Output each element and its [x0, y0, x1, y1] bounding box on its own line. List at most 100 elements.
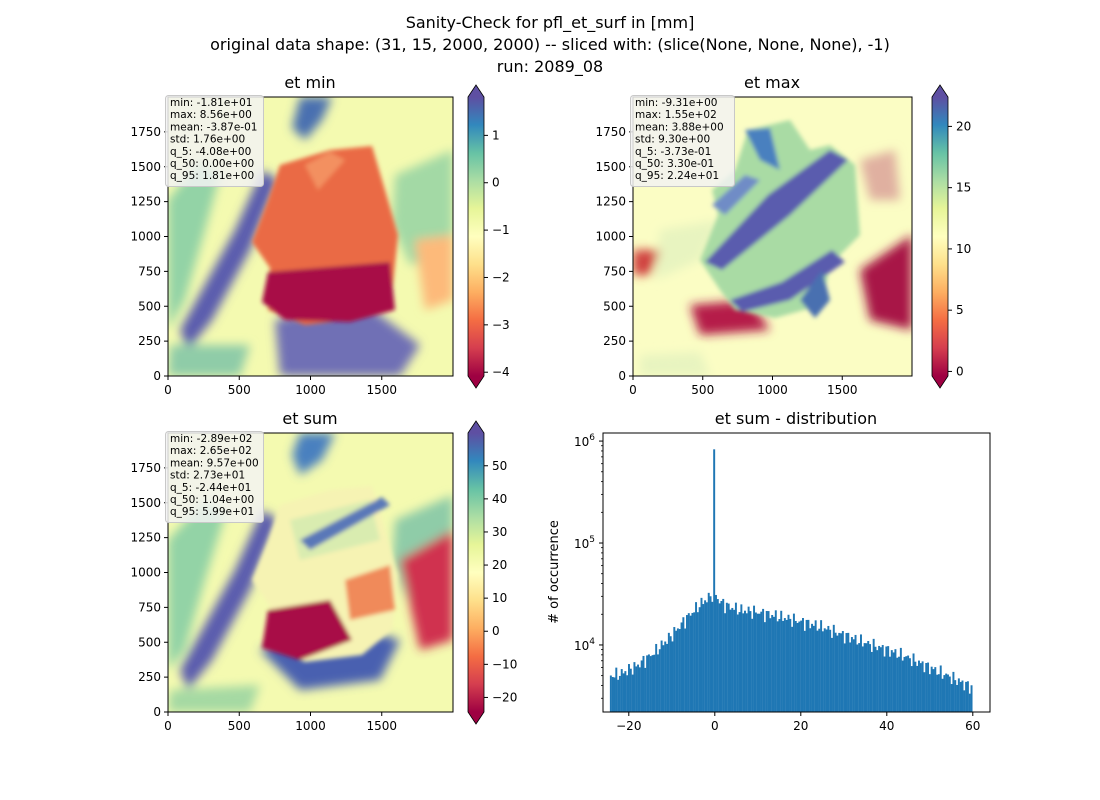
histogram-bar — [966, 681, 969, 712]
histogram-bar — [847, 632, 850, 712]
histogram-bar — [682, 617, 685, 712]
y-axis: 0 250 500 750 1000 1250 1500 1750 — [130, 461, 168, 719]
histogram-bar — [667, 632, 670, 712]
stats-line: q_95: 1.81e+00 — [170, 170, 254, 182]
histogram-bar — [932, 669, 935, 712]
stats-line: q_50: 1.04e+00 — [170, 494, 254, 506]
histogram-bar — [774, 610, 777, 712]
panel-et-max: et max 0 500 1000 1500 0 250 500 750 1000 — [595, 73, 971, 397]
histogram-bar — [705, 602, 708, 712]
colorbar-tick-label: 0 — [492, 176, 500, 190]
colorbar-tick-label: 50 — [492, 459, 507, 473]
x-axis: 0 500 1000 1500 — [164, 712, 397, 733]
y-tick-label: 106 — [574, 433, 595, 449]
histogram-bar — [771, 615, 774, 712]
histogram-bar — [666, 643, 669, 712]
x-tick-label: 500 — [228, 383, 251, 397]
histogram-bar — [686, 615, 688, 712]
histogram-bar — [644, 667, 647, 712]
panel-title: et sum — [282, 409, 337, 428]
histogram-bar — [898, 656, 901, 712]
colorbar-tick-label: −4 — [492, 365, 510, 379]
histogram-bar — [859, 634, 862, 712]
y-tick-label: 750 — [138, 600, 161, 614]
histogram-bar — [908, 658, 911, 712]
x-tick-label: 60 — [965, 719, 980, 733]
histogram-bar — [773, 616, 775, 712]
y-tick-label: 1750 — [130, 125, 161, 139]
histogram-bar — [655, 643, 658, 712]
colorbar-tick-label: 5 — [956, 303, 964, 317]
colorbar-tick-label: 30 — [492, 525, 507, 539]
histogram-bar — [798, 621, 801, 712]
histogram-bar — [763, 622, 766, 712]
histogram-bar — [896, 657, 899, 712]
histogram-bar — [792, 613, 795, 712]
x-tick-label: 1000 — [757, 383, 788, 397]
histogram-bar — [910, 666, 913, 712]
histogram-bar — [959, 681, 962, 712]
y-axis: 0 250 500 750 1000 1250 1500 1750 — [595, 125, 633, 383]
histogram-bar — [912, 653, 915, 712]
histogram-bar — [843, 643, 846, 712]
histogram-bar — [849, 642, 852, 712]
histogram-bar — [649, 656, 652, 712]
histogram-bar — [921, 661, 924, 712]
histogram-bar — [716, 599, 719, 712]
histogram-bar — [881, 645, 884, 712]
histogram-bar — [738, 612, 741, 712]
histogram-bar — [892, 652, 895, 712]
stats-line: max: 1.55e+02 — [635, 109, 717, 121]
histogram-bar — [821, 631, 824, 712]
histogram-bar — [865, 643, 868, 712]
figure-title-line-3: run: 2089_08 — [496, 57, 604, 76]
histogram-bar — [850, 637, 853, 712]
histogram-bar — [640, 660, 643, 712]
colorbar-tick-label: 20 — [956, 119, 971, 133]
histogram-bar — [778, 619, 781, 712]
y-tick-label: 750 — [603, 264, 626, 278]
y-axis-label: # of occurrence — [547, 520, 562, 624]
histogram-bar — [753, 605, 756, 712]
colorbar-tick-label: 10 — [492, 591, 507, 605]
histogram-bar — [638, 667, 641, 712]
histogram-bar — [765, 610, 768, 712]
histogram-bar — [662, 645, 665, 712]
histogram-bar — [841, 631, 844, 712]
x-tick-label: 0 — [164, 719, 172, 733]
histogram-bar — [680, 622, 683, 712]
y-tick-label: 0 — [153, 705, 161, 719]
histogram-bar — [914, 661, 917, 712]
histogram-bar — [901, 660, 904, 712]
histogram-bar — [809, 628, 812, 712]
histogram-bar — [961, 680, 964, 712]
y-tick-label: 1000 — [130, 566, 161, 580]
histogram-bar — [657, 654, 659, 712]
histogram-bar — [899, 647, 902, 712]
x-tick-label: 0 — [629, 383, 637, 397]
y-tick-label: 1750 — [130, 461, 161, 475]
histogram-bar — [917, 660, 920, 712]
y-tick-label: 1000 — [130, 230, 161, 244]
histogram-bar — [631, 674, 634, 712]
histogram-bar — [618, 675, 621, 712]
histogram-bar — [965, 681, 968, 712]
histogram-bar — [887, 646, 890, 712]
histogram-bar — [861, 646, 864, 712]
histogram-bar — [830, 637, 833, 712]
stats-line: q_50: 0.00e+00 — [170, 158, 254, 170]
histogram-bar — [805, 619, 808, 712]
histogram-bar — [700, 597, 703, 712]
histogram-bar — [939, 665, 942, 712]
histogram-bar — [713, 449, 716, 712]
histogram-bar — [698, 607, 701, 712]
histogram-bar — [715, 594, 717, 712]
y-tick-label: 1500 — [130, 160, 161, 174]
y-tick-label: 250 — [138, 334, 161, 348]
histogram-bar — [883, 656, 886, 712]
histogram-bar — [635, 666, 638, 712]
histogram-bar — [796, 622, 799, 712]
histogram-bar — [869, 644, 872, 712]
